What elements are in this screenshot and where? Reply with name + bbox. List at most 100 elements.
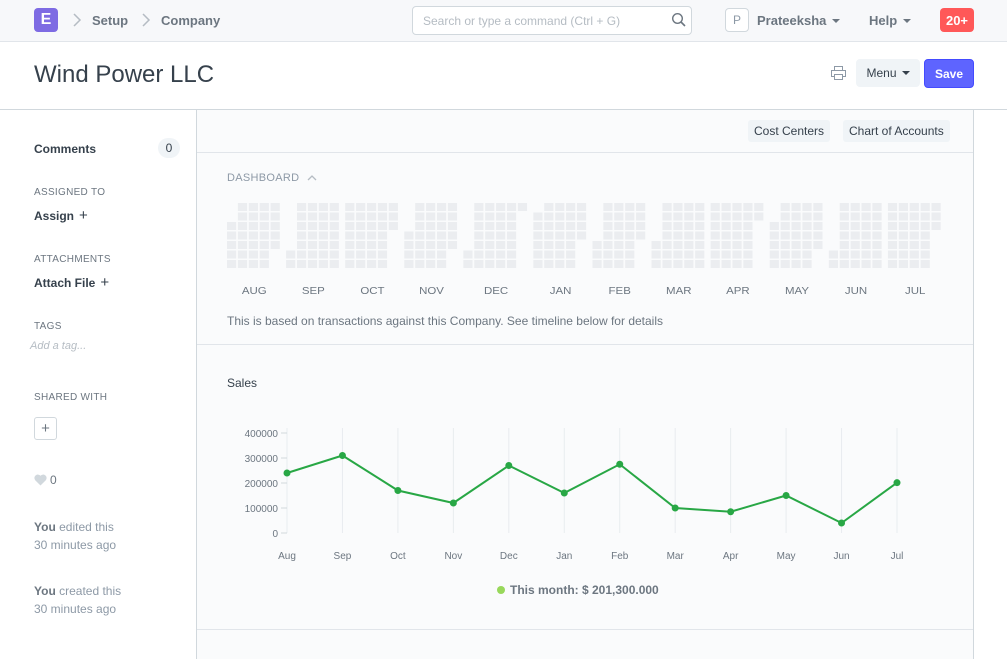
heatmap-day-cell [636, 203, 646, 211]
sales-data-point[interactable] [560, 489, 568, 497]
heatmap-day-cell [920, 250, 930, 259]
comments-link[interactable]: Comments [34, 142, 97, 156]
heatmap-month-label: JUL [905, 286, 925, 297]
heatmap-day-cell [898, 250, 908, 259]
heatmap-day-cell [436, 222, 447, 230]
sales-data-point[interactable] [505, 462, 513, 469]
heatmap-day-cell [436, 231, 447, 240]
heatmap-day-cell [710, 203, 720, 211]
print-icon[interactable] [831, 66, 846, 80]
heatmap-day-cell [259, 231, 269, 240]
heatmap-day-cell [850, 260, 860, 268]
heatmap-day-cell [544, 231, 554, 240]
heatmap-day-cell [931, 222, 941, 230]
heatmap-day-cell [592, 260, 602, 268]
sales-data-point[interactable] [893, 479, 901, 487]
heatmap-day-cell [636, 212, 646, 221]
assign-button[interactable]: Assign + [34, 207, 88, 224]
heatmap-day-cell [296, 203, 307, 211]
cost-centers-button[interactable]: Cost Centers [748, 120, 831, 142]
heatmap-day-cell [861, 250, 871, 259]
heatmap-day-cell [270, 241, 280, 249]
heatmap-day-cell [743, 250, 753, 259]
heatmap-month-label: FEB [609, 286, 631, 297]
heatmap-day-cell [780, 222, 790, 230]
help-menu[interactable]: Help [869, 13, 912, 28]
heatmap-day-cell [695, 222, 705, 230]
heatmap-day-cell [404, 260, 414, 268]
dashboard-toggle[interactable]: DASHBOARD [227, 172, 317, 184]
breadcrumb-company[interactable]: Company [161, 13, 221, 28]
activity-time: 30 minutes ago [34, 538, 117, 552]
heatmap-day-cell [356, 222, 366, 230]
heatmap-day-cell [813, 222, 823, 230]
breadcrumb-setup[interactable]: Setup [92, 13, 129, 28]
sales-data-point[interactable] [727, 508, 735, 516]
add-tag-input[interactable]: Add a tag... [30, 340, 87, 352]
heatmap-day-cell [415, 212, 425, 221]
sales-data-point[interactable] [838, 519, 846, 527]
sales-data-point[interactable] [449, 499, 457, 507]
heatmap-day-cell [555, 241, 565, 249]
heatmap-day-cell [259, 212, 269, 221]
heatmap-day-cell [566, 203, 576, 211]
like-button[interactable]: 0 [34, 473, 57, 487]
sales-data-point[interactable] [283, 469, 291, 477]
heatmap-day-cell [861, 203, 871, 211]
sales-data-point[interactable] [338, 452, 346, 459]
heatmap-day-cell [286, 250, 296, 259]
heatmap-day-cell [485, 250, 495, 259]
app-logo[interactable]: E [34, 8, 58, 32]
heatmap-day-cell [625, 250, 635, 259]
heatmap-day-cell [684, 231, 694, 240]
heatmap-day-cell [259, 203, 269, 211]
caret-down-icon [832, 18, 841, 23]
heatmap-day-cell [872, 212, 882, 221]
heatmap-month-label: NOV [419, 286, 445, 297]
heatmap-day-cell [898, 222, 908, 230]
heatmap-day-cell [614, 250, 624, 259]
search-icon[interactable] [671, 12, 687, 28]
sales-data-point[interactable] [782, 492, 790, 499]
heatmap-day-cell [227, 241, 237, 249]
notifications-badge[interactable]: 20+ [940, 8, 974, 32]
heatmap-day-cell [850, 203, 860, 211]
heatmap-day-cell [555, 231, 565, 240]
heatmap-day-cell [721, 212, 731, 221]
sales-data-point[interactable] [616, 460, 624, 468]
heatmap-day-cell [887, 203, 898, 211]
heatmap-day-cell [496, 260, 506, 268]
heatmap-day-cell [237, 231, 248, 240]
heatmap-day-cell [695, 203, 705, 211]
heatmap-day-cell [732, 203, 742, 211]
heatmap-day-cell [769, 260, 779, 268]
heatmap-day-cell [673, 241, 683, 249]
divider [197, 629, 973, 630]
heatmap-day-cell [447, 231, 458, 240]
heatmap-day-cell [743, 212, 753, 221]
y-tick-label: 300000 [245, 454, 279, 465]
attach-file-button[interactable]: Attach File + [34, 275, 109, 290]
search-input[interactable] [412, 6, 692, 35]
add-share-button[interactable]: + [34, 417, 57, 440]
heatmap-day-cell [802, 250, 812, 259]
user-menu[interactable]: Prateeksha [757, 13, 841, 28]
heatmap-day-cell [270, 222, 280, 230]
sales-data-point[interactable] [671, 504, 679, 512]
heatmap-note: This is based on transactions against th… [227, 314, 664, 328]
plus-icon: + [79, 207, 88, 224]
heatmap-day-cell [415, 231, 425, 240]
heatmap-day-cell [329, 250, 339, 259]
heatmap-day-cell [270, 203, 280, 211]
heatmap-day-cell [861, 212, 871, 221]
save-button[interactable]: Save [924, 59, 974, 88]
heatmap-day-cell [802, 203, 812, 211]
heatmap-day-cell [684, 203, 694, 211]
menu-button[interactable]: Menu [856, 59, 920, 87]
heatmap-day-cell [447, 241, 458, 249]
sales-data-point[interactable] [394, 487, 402, 494]
divider [197, 344, 973, 345]
avatar[interactable]: P [725, 8, 749, 32]
heatmap-day-cell [447, 212, 458, 221]
chart-of-accounts-button[interactable]: Chart of Accounts [843, 120, 950, 142]
